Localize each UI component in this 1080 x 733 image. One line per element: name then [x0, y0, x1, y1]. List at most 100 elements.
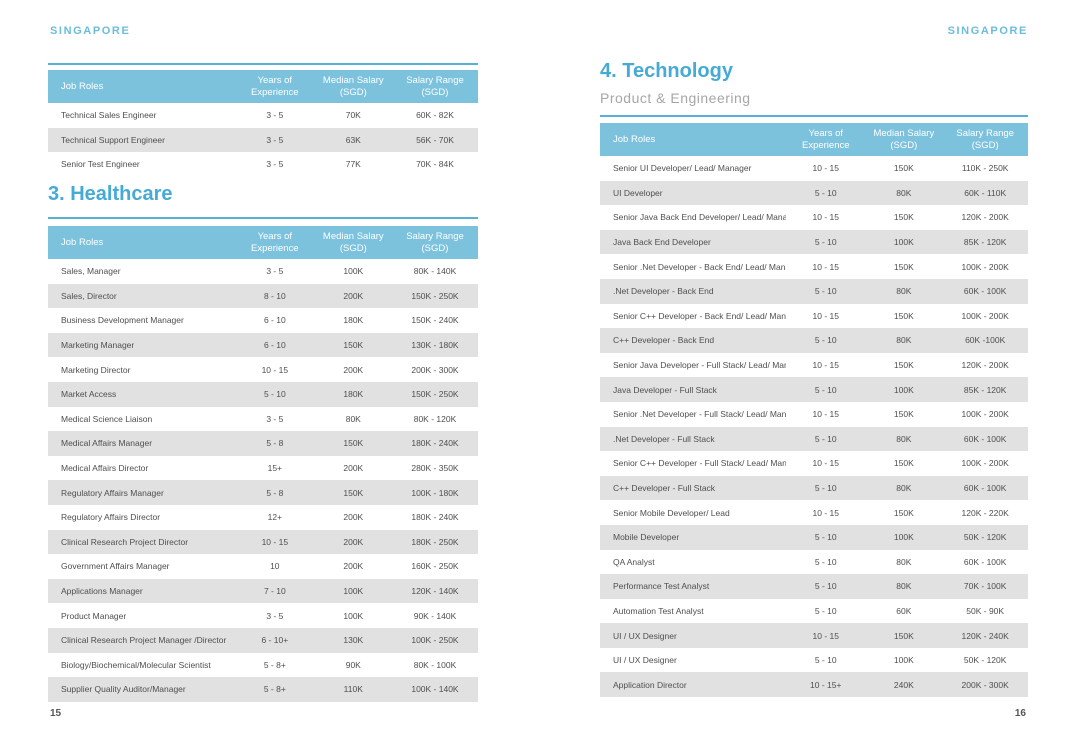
- table-cell-median: 100K: [343, 266, 364, 277]
- table-cell-median: 70K: [345, 110, 361, 121]
- table-cell-years: 10: [270, 561, 280, 572]
- table-cell-range: 120K - 200K: [961, 212, 1009, 223]
- table-cell-years: 5 - 10: [814, 483, 837, 494]
- table-cell-role: C++ Developer - Back End: [613, 335, 715, 346]
- table-cell-years: 3 - 5: [266, 266, 284, 277]
- table-row: UI / UX Designer 10 - 15 150K 120K - 240K: [600, 623, 1028, 648]
- table-row: Senior Test Engineer 3 - 5 77K 70K - 84K: [48, 152, 478, 177]
- table-cell-years: 6 - 10+: [261, 635, 289, 646]
- table-cell-years: 3 - 5: [266, 610, 284, 621]
- table-cell-median: 100K: [343, 586, 364, 597]
- table-cell-median: 60K: [896, 605, 912, 616]
- table-cell-role: Technical Sales Engineer: [61, 110, 157, 121]
- table-cell-role: Marketing Manager: [61, 340, 135, 351]
- table-cell-median: 150K: [893, 458, 914, 469]
- table-cell-years: 7 - 10: [263, 586, 286, 597]
- table-header: Job Roles Years of Experience Median Sal…: [48, 226, 478, 259]
- table-cell-median: 100K: [343, 610, 364, 621]
- table-cell-range: 120K - 220K: [961, 507, 1009, 518]
- table-cell-median: 130K: [343, 635, 364, 646]
- section-rule: [48, 217, 478, 219]
- table-cell-role: Application Director: [613, 679, 687, 690]
- table-row: UI / UX Designer 5 - 10 100K 50K - 120K: [600, 647, 1028, 673]
- table-cell-median: 150K: [893, 261, 914, 272]
- table-cell-range: 120K - 240K: [961, 630, 1009, 641]
- table-row: Sales, Director 8 - 10 200K 150K - 250K: [48, 283, 478, 309]
- column-header-line: Experience: [251, 86, 299, 98]
- column-header-median-salary: Median Salary (SGD): [315, 75, 392, 98]
- table-cell-role: Sales, Director: [61, 290, 117, 301]
- table-cell-range: 150K - 240K: [411, 315, 459, 326]
- table-header: Job Roles Years of Experience Median Sal…: [48, 70, 478, 103]
- table-cell-median: 180K: [343, 315, 364, 326]
- table-cell-years: 5 - 10: [814, 384, 837, 395]
- table-cell-role: Performance Test Analyst: [613, 581, 710, 592]
- column-header-years-of-experience: Years of Experience: [786, 128, 865, 151]
- column-header-line: Experience: [251, 242, 299, 254]
- table-row: .Net Developer - Back End 5 - 10 80K 60K - …: [600, 278, 1028, 304]
- table-cell-range: 130K - 180K: [411, 340, 459, 351]
- table-cell-range: 110K - 250K: [961, 163, 1009, 174]
- column-header-line: Median Salary: [322, 231, 384, 243]
- table-cell-role: Medical Affairs Manager: [61, 438, 153, 449]
- column-header-salary-range: Salary Range (SGD): [392, 75, 478, 98]
- table-cell-years: 10 - 15+: [810, 679, 842, 690]
- table-row: Clinical Research Project Director 10 - 1…: [48, 529, 478, 555]
- table-cell-years: 10 - 15: [812, 163, 839, 174]
- table-cell-role: UI Developer: [613, 187, 663, 198]
- table-body: Senior UI Developer/ Lead/ Manager 10 - 1…: [600, 156, 1028, 698]
- table-cell-role: Biology/Biochemical/Molecular Scientist: [61, 659, 211, 670]
- table-cell-median: 80K: [896, 581, 912, 592]
- table-cell-role: Regulatory Affairs Manager: [61, 487, 164, 498]
- table-row: QA Analyst 5 - 10 80K 60K - 100K: [600, 549, 1028, 575]
- column-header-line: Salary Range: [956, 128, 1014, 140]
- table-cell-role: Senior .Net Developer - Back End/ Lead/ …: [613, 261, 787, 272]
- table-cell-range: 50K - 120K: [963, 655, 1007, 666]
- table-cell-range: 100K - 180K: [411, 487, 459, 498]
- table-cell-years: 10 - 15: [812, 409, 839, 420]
- table-cell-range: 180K - 240K: [411, 512, 459, 523]
- column-header-line: (SGD): [971, 139, 999, 151]
- table-cell-role: Senior Java Back End Developer/ Lead/ Ma…: [613, 212, 787, 223]
- table-cell-role: Clinical Research Project Manager /Direc…: [61, 635, 227, 646]
- table-cell-years: 10 - 15: [812, 310, 839, 321]
- table-row: Senior .Net Developer - Full Stack/ Lead…: [600, 401, 1028, 427]
- section-subtitle-technology: Product & Engineering: [600, 90, 751, 106]
- table-cell-range: 100K - 140K: [411, 684, 459, 695]
- table-row: Mobile Developer 5 - 10 100K 50K - 120K: [600, 524, 1028, 550]
- table-cell-median: 63K: [345, 134, 361, 145]
- page-number-right: 16: [1014, 708, 1026, 719]
- table-row: Regulatory Affairs Manager 5 - 8 150K 100K …: [48, 480, 478, 505]
- table-cell-median: 200K: [343, 364, 364, 375]
- column-header-salary-range: Salary Range (SGD): [392, 231, 478, 254]
- table-row: Senior Mobile Developer/ Lead 10 - 15 150K…: [600, 500, 1028, 525]
- table-row: Sales, Manager 3 - 5 100K 80K - 140K: [48, 259, 478, 284]
- table-row: Medical Science Liaison 3 - 5 80K 80K - 120…: [48, 406, 478, 432]
- table-cell-range: 100K - 200K: [961, 261, 1009, 272]
- table-cell-range: 180K - 250K: [411, 536, 459, 547]
- table-cell-range: 85K - 120K: [963, 237, 1007, 248]
- table-cell-role: Senior UI Developer/ Lead/ Manager: [613, 163, 752, 174]
- table-cell-role: Applications Manager: [61, 586, 143, 597]
- table-cell-role: Senior Mobile Developer/ Lead: [613, 507, 730, 518]
- table-cell-role: Clinical Research Project Director: [61, 536, 189, 547]
- table-cell-years: 5 - 10: [814, 237, 837, 248]
- table-cell-median: 150K: [893, 409, 914, 420]
- table-cell-years: 5 - 10: [263, 389, 286, 400]
- table-cell-median: 200K: [343, 536, 364, 547]
- table-cell-years: 5 - 10: [814, 187, 837, 198]
- table-cell-role: Senior C++ Developer - Back End/ Lead/ M…: [613, 310, 787, 321]
- table-row: Java Developer - Full Stack 5 - 10 100K 85K…: [600, 377, 1028, 402]
- table-cell-role: Marketing Director: [61, 364, 131, 375]
- table-cell-role: Java Developer - Full Stack: [613, 384, 717, 395]
- table-cell-range: 180K - 240K: [411, 438, 459, 449]
- table-cell-median: 200K: [343, 290, 364, 301]
- column-header-line: Years of: [257, 75, 293, 87]
- table-cell-range: 150K - 250K: [411, 290, 459, 301]
- table-row: Business Development Manager 6 - 10 180K 15…: [48, 308, 478, 333]
- table-cell-role: Market Access: [61, 389, 117, 400]
- table-cell-median: 150K: [343, 438, 364, 449]
- table-cell-role: Senior Java Developer - Full Stack/ Lead…: [613, 360, 786, 371]
- table-row: C++ Developer - Back End 5 - 10 80K 60K -10…: [600, 328, 1028, 353]
- table-cell-years: 5 - 10: [814, 286, 837, 297]
